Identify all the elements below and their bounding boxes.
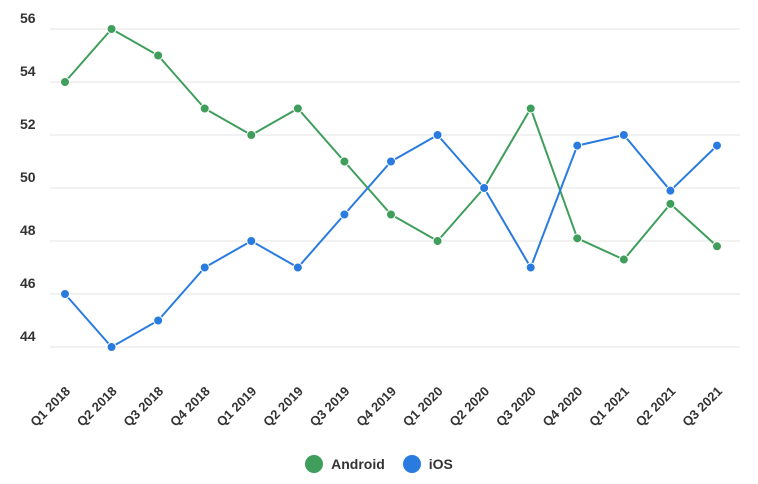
data-point-android[interactable] [572, 233, 583, 244]
data-point-android[interactable] [339, 156, 350, 167]
x-tick-label: Q3 2021 [679, 384, 725, 430]
data-point-android[interactable] [386, 209, 396, 220]
y-tick-label: 52 [20, 116, 36, 132]
data-point-android[interactable] [199, 103, 210, 114]
x-tick-label: Q1 2018 [27, 384, 73, 430]
x-tick-label: Q1 2020 [400, 384, 446, 430]
x-tick-label: Q2 2019 [260, 384, 306, 430]
data-point-android[interactable] [665, 198, 676, 209]
y-axis: 44 46 48 50 52 54 56 [20, 10, 36, 344]
series-line-android [64, 28, 718, 261]
x-tick-label: Q1 2019 [214, 384, 260, 430]
data-point-android[interactable] [618, 254, 629, 265]
data-point-android[interactable] [525, 103, 536, 114]
gridlines [50, 28, 740, 348]
x-tick-label: Q4 2018 [167, 384, 213, 430]
x-tick-label: Q3 2019 [307, 384, 353, 430]
x-tick-label: Q1 2021 [586, 384, 632, 430]
y-tick-label: 56 [20, 10, 36, 26]
data-point-ios[interactable] [153, 315, 164, 326]
legend-swatch-ios [402, 455, 421, 473]
x-tick-label: Q2 2018 [74, 384, 120, 430]
data-point-ios[interactable] [618, 130, 629, 140]
data-point-android[interactable] [292, 103, 303, 114]
data-point-android[interactable] [60, 77, 70, 87]
data-point-ios[interactable] [199, 262, 210, 273]
x-tick-label: Q4 2019 [353, 384, 399, 430]
x-tick-label: Q3 2020 [493, 384, 539, 430]
y-tick-label: 50 [20, 169, 36, 185]
legend: Android iOS [0, 455, 758, 473]
data-point-ios[interactable] [432, 130, 443, 140]
legend-item-ios[interactable]: iOS [402, 455, 453, 473]
data-point-ios[interactable] [525, 262, 536, 273]
data-point-android[interactable] [246, 130, 257, 140]
y-tick-label: 54 [20, 63, 36, 79]
data-point-ios[interactable] [386, 156, 396, 167]
y-tick-label: 48 [20, 222, 36, 238]
series-points [60, 24, 722, 352]
data-point-ios[interactable] [712, 140, 722, 151]
legend-item-android[interactable]: Android [305, 455, 385, 473]
data-point-ios[interactable] [339, 209, 350, 220]
data-point-ios[interactable] [572, 140, 583, 151]
legend-label-android: Android [331, 456, 385, 472]
data-point-ios[interactable] [665, 185, 676, 196]
data-point-android[interactable] [712, 241, 722, 252]
legend-swatch-android [305, 455, 324, 473]
y-tick-label: 46 [20, 275, 36, 291]
data-point-ios[interactable] [106, 342, 117, 352]
data-point-ios[interactable] [60, 289, 70, 299]
data-point-ios[interactable] [246, 236, 257, 246]
x-tick-label: Q2 2020 [446, 384, 492, 430]
y-tick-label: 44 [20, 328, 36, 344]
x-tick-label: Q2 2021 [633, 384, 679, 430]
data-point-android[interactable] [432, 236, 443, 246]
x-axis: Q1 2018 Q2 2018 Q3 2018 Q4 2018 Q1 2019 Q2 20… [27, 384, 725, 430]
x-tick-label: Q3 2018 [120, 384, 166, 430]
legend-label-ios: iOS [428, 456, 453, 472]
data-point-android[interactable] [153, 50, 164, 61]
data-point-ios[interactable] [479, 183, 490, 193]
data-point-ios[interactable] [292, 262, 303, 273]
x-tick-label: Q4 2020 [540, 384, 586, 430]
data-point-android[interactable] [106, 24, 117, 34]
